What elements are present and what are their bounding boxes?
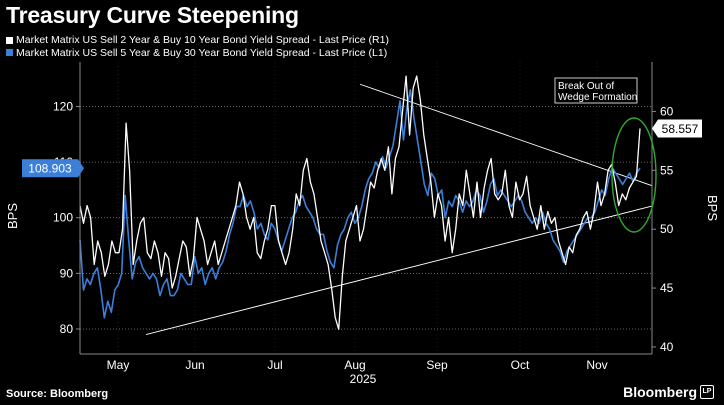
x-tick-label: Nov [586, 358, 607, 372]
x-tick-label: Jul [267, 358, 282, 372]
x-tick-label: May [107, 358, 130, 372]
last-price-tag-left [22, 159, 78, 178]
legend-label-5s30s: Market Matrix US Sell 5 Year & Buy 30 Ye… [16, 46, 388, 59]
last-price-left: 108.903 [28, 162, 72, 176]
annotation-box [554, 77, 638, 104]
legend-swatch-blue [6, 49, 13, 57]
y-left-tick-label: 120 [53, 99, 73, 113]
legend-label-2s10s: Market Matrix US Sell 2 Year & Buy 10 Ye… [16, 34, 389, 46]
x-axis-label: 2025 [350, 372, 377, 386]
legend-item-2s10s: Market Matrix US Sell 2 Year & Buy 10 Ye… [6, 34, 389, 47]
brand-badge: LP [700, 385, 714, 399]
y-right-tick-label: 60 [660, 104, 674, 118]
series-line-2s10s [79, 75, 641, 330]
y-left-axis-label: BPS [5, 203, 20, 229]
chart-series [79, 75, 641, 330]
brand-text: Bloomberg [623, 384, 697, 400]
series-line-5s30s [79, 89, 641, 319]
y-left-tick-label: 90 [60, 266, 74, 280]
y-right-tick-label: 55 [660, 163, 674, 177]
last-price-tags: 108.903 58.557 [22, 119, 702, 178]
y-left-tick-label: 80 [60, 322, 74, 336]
page-title: Treasury Curve Steepening [6, 2, 299, 28]
wedge-lower-line [145, 205, 653, 335]
last-price-tag-right [652, 119, 702, 138]
legend-swatch-white [6, 36, 13, 44]
y-right-tick-label: 45 [660, 281, 674, 295]
chart-axes [76, 62, 656, 355]
x-tick-label: Aug [344, 358, 365, 372]
source-note: Source: Bloomberg [6, 388, 109, 400]
legend-item-5s30s: Market Matrix US Sell 5 Year & Buy 30 Ye… [6, 47, 389, 60]
x-tick-label: Oct [511, 358, 530, 372]
chart-grid [80, 62, 652, 354]
wedge-lines [145, 83, 653, 335]
chart-legend: Market Matrix US Sell 2 Year & Buy 10 Ye… [6, 34, 389, 59]
annotation-line-1: Break Out of [558, 81, 614, 92]
last-price-tag-left-arrow [78, 159, 84, 178]
last-price-right: 58.557 [662, 122, 699, 136]
annotation-line-2: Wedge Formation [558, 92, 637, 103]
y-left-tick-label: 100 [53, 211, 73, 225]
y-right-tick-label: 40 [660, 340, 674, 354]
x-tick-label: Sep [426, 358, 448, 372]
breakout-ellipse [611, 117, 657, 233]
x-tick-label: Jun [185, 358, 204, 372]
y-right-tick-label: 50 [660, 222, 674, 236]
bloomberg-logo: Bloomberg LP [623, 384, 714, 400]
y-right-axis-label: BPS [705, 195, 720, 221]
